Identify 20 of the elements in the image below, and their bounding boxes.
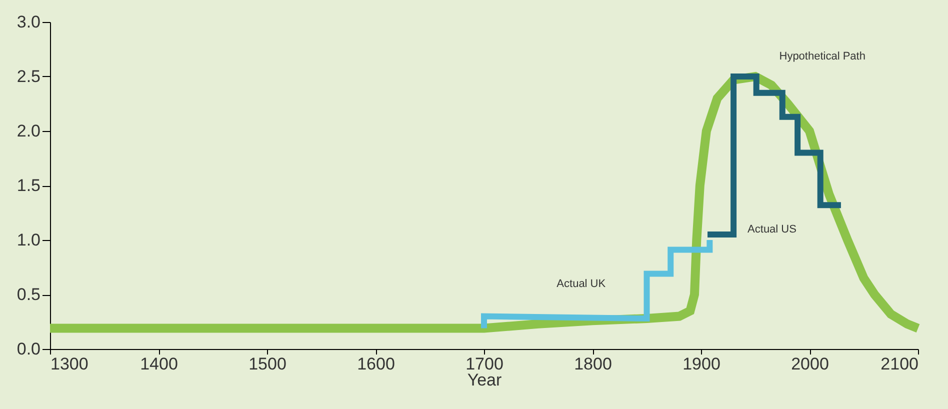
y-tick-label: 0.0 [16,340,40,358]
y-tick-label: 1.0 [16,230,40,250]
x-axis-title: Year [467,370,502,390]
y-tick-label: 2.0 [16,122,40,140]
y-tick-label: 0.5 [16,285,40,304]
x-tick-label: 1700 [466,354,504,374]
y-tick-label: 1.5 [16,176,40,195]
x-tick-label: 1500 [248,354,286,374]
x-tick-label: 1400 [140,354,178,374]
y-tick-label: 2.5 [16,67,40,86]
x-tick-label: 2000 [791,354,829,374]
x-tick-label: 1800 [574,354,612,374]
text: Hypothetical Path [779,50,866,62]
x-tick-label: 1600 [357,354,395,374]
y-tick-label: 3.0 [16,12,40,32]
x-tick-label: 1300 [50,354,88,374]
x-tick-label: 2100 [880,354,918,374]
x-tick-label: 1900 [682,354,720,374]
series-label: Actual US [748,224,796,236]
text: Actual UK [556,278,606,290]
